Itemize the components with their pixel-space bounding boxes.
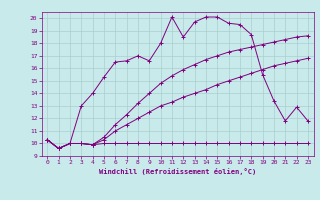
X-axis label: Windchill (Refroidissement éolien,°C): Windchill (Refroidissement éolien,°C) [99,168,256,175]
